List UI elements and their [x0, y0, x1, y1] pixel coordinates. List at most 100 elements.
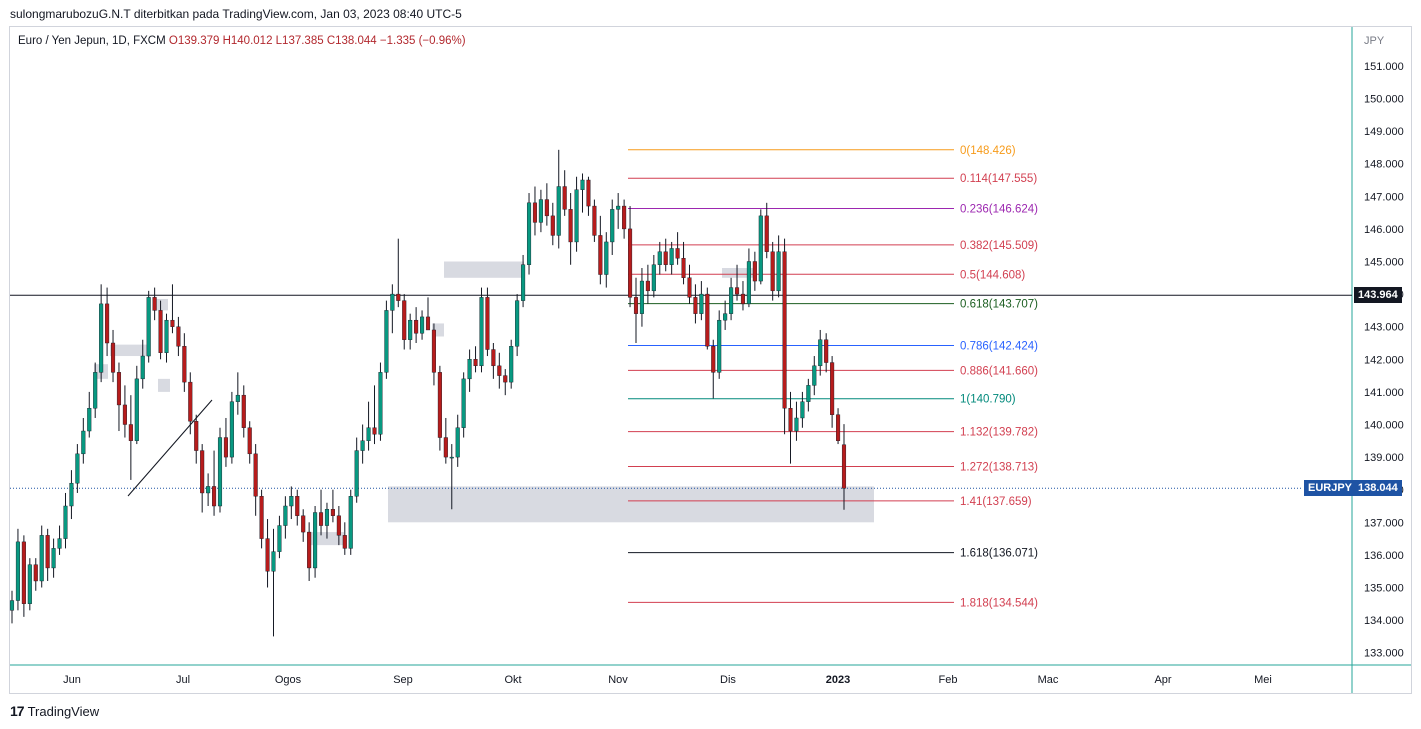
candle-body	[598, 235, 603, 275]
trend-line	[127, 399, 213, 497]
candle-body	[758, 215, 763, 282]
y-tick-label: 147.000	[1364, 191, 1404, 203]
x-tick-label: Jul	[176, 674, 190, 686]
candle-body	[122, 404, 127, 425]
candle-body	[366, 427, 371, 442]
candle-body	[669, 248, 674, 265]
candle-body	[651, 264, 656, 292]
candle-body	[443, 437, 448, 458]
candle-body	[562, 186, 567, 210]
x-tick-label: Nov	[608, 674, 628, 686]
y-tick-label: 148.000	[1364, 159, 1404, 171]
candle-body	[532, 202, 538, 223]
supply-demand-zone	[388, 486, 874, 523]
candle-body	[645, 280, 650, 292]
candle-body	[503, 375, 508, 383]
candle-body	[675, 248, 680, 259]
candle-body	[354, 450, 359, 497]
candle-body	[188, 381, 193, 422]
candle-body	[15, 541, 20, 601]
candle-body	[318, 512, 324, 526]
candle-body	[324, 509, 330, 526]
candle-body	[81, 430, 86, 455]
y-tick-label: 134.000	[1364, 615, 1404, 627]
candle-body	[182, 346, 187, 383]
candle-body	[9, 600, 15, 611]
candle-body	[425, 316, 431, 331]
candle-body	[485, 297, 490, 350]
fib-level-label: 1.132(139.782)	[960, 427, 1038, 439]
candle-body	[146, 297, 151, 357]
candle-body	[289, 496, 294, 507]
supply-demand-zone	[722, 268, 756, 278]
x-tick-label: Dis	[720, 674, 736, 686]
candle-body	[307, 531, 312, 569]
y-tick-label: 150.000	[1364, 94, 1404, 106]
currency-label: JPY	[1364, 35, 1385, 47]
candle-body	[509, 346, 514, 383]
fib-level-label: 1.818(134.544)	[960, 597, 1038, 609]
fib-level-label: 0.114(147.555)	[960, 173, 1037, 185]
candle-body	[390, 293, 395, 311]
candle-body	[841, 444, 847, 489]
candle-body	[663, 251, 668, 265]
candle-body	[687, 277, 692, 298]
candle-body	[21, 541, 26, 604]
candle-body	[420, 316, 425, 334]
footer-brand[interactable]: 17 TradingView	[10, 703, 99, 719]
candle-body	[830, 362, 835, 415]
candle-body	[295, 496, 300, 516]
candle-body	[39, 535, 44, 582]
candle-body	[592, 205, 597, 236]
candle-body	[568, 209, 573, 243]
chart-frame	[9, 26, 1412, 694]
fib-level-label: 0.886(141.660)	[960, 365, 1038, 377]
candle-body	[223, 437, 228, 458]
candle-body	[313, 512, 318, 569]
candle-body	[693, 297, 698, 314]
candle-body	[378, 372, 383, 435]
candle-body	[515, 300, 520, 347]
candle-body	[342, 535, 347, 549]
candle-body	[176, 326, 181, 347]
candle-body	[414, 319, 419, 334]
ohlc-values: O139.379 H140.012 L137.385 C138.044 −1.3…	[168, 35, 466, 47]
fib-level-label: 0.618(143.707)	[960, 299, 1038, 311]
y-tick-label: 135.000	[1364, 583, 1404, 595]
y-tick-label: 141.000	[1364, 387, 1404, 399]
fib-level-label: 1.41(137.659)	[960, 496, 1032, 508]
candle-body	[467, 359, 472, 380]
candle-body	[800, 401, 805, 419]
candle-body	[235, 394, 240, 402]
supply-demand-zone	[444, 261, 524, 278]
candle-body	[348, 496, 353, 549]
supply-demand-zone	[110, 344, 148, 357]
fib-level-label: 0(148.426)	[960, 145, 1016, 157]
x-tick-label: Apr	[1154, 674, 1171, 686]
candle-body	[194, 421, 199, 451]
candle-body	[27, 564, 32, 604]
candle-body	[116, 372, 122, 406]
candle-body	[521, 264, 526, 301]
candle-body	[241, 394, 246, 428]
candle-body	[455, 427, 460, 458]
candle-body	[57, 538, 62, 549]
x-tick-label: Okt	[504, 674, 521, 686]
candle-body	[99, 303, 104, 373]
candle-body	[140, 355, 145, 380]
y-tick-label: 151.000	[1364, 61, 1404, 73]
candle-body	[259, 496, 264, 539]
candle-body	[526, 202, 532, 265]
symbol-legend: Euro / Yen Jepun, 1D, FXCM O139.379 H140…	[18, 35, 466, 47]
candle-body	[461, 378, 466, 428]
candle-body	[782, 251, 787, 409]
y-tick-label: 145.000	[1364, 257, 1404, 269]
candle-body	[449, 456, 454, 459]
fib-level-label: 0.236(146.624)	[960, 204, 1038, 216]
candle-body	[657, 251, 662, 265]
candle-body	[75, 453, 80, 484]
line-price-badge: 143.964	[1354, 287, 1402, 304]
candle-body	[437, 372, 442, 438]
candle-body	[699, 293, 704, 314]
